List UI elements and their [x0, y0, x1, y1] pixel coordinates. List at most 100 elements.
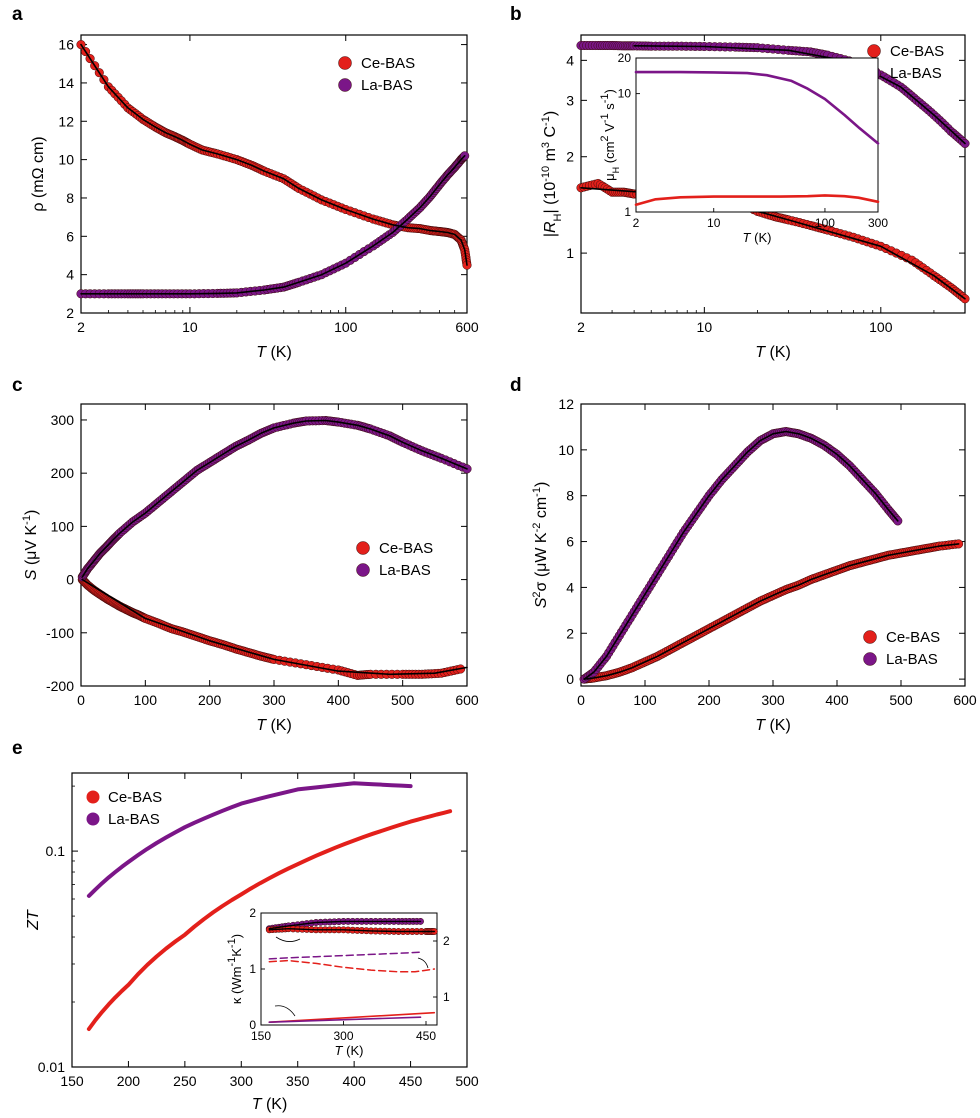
- y-tick-label: -100: [46, 625, 74, 641]
- legend-label-la: La-BAS: [890, 65, 942, 82]
- legend-label-la: La-BAS: [361, 77, 413, 94]
- inset-y-tick-label: 10: [618, 87, 632, 101]
- text-span: κ (Wm: [229, 967, 244, 1005]
- legend-label-ce: Ce-BAS: [886, 629, 940, 646]
- y-tick-label: 12: [58, 113, 74, 129]
- superscript: -1: [540, 116, 552, 126]
- y-tick-label: 0.01: [38, 1059, 65, 1075]
- panel-c: c 0 100 200 300 400 500 600 -200 -100 0 100 200 300 Ce…: [12, 375, 479, 734]
- x-tick-label: 200: [198, 692, 222, 708]
- text-span: R: [542, 221, 559, 233]
- text-span: S: [23, 569, 40, 580]
- inset-y-tick-label: 1: [249, 962, 256, 976]
- y-tick-label: 10: [58, 152, 74, 168]
- x-tick-label: 300: [230, 1073, 254, 1089]
- inset-y-tick-label: 2: [249, 906, 256, 920]
- x-axis-var: T: [256, 717, 267, 734]
- panel-d: d 0 100 200 300 400 500 600 0 2 4 6 8 10 12 Ce-BAS La-BA…: [510, 375, 977, 734]
- text-span: T: [743, 230, 752, 245]
- y-tick-label: 2: [66, 305, 74, 321]
- y-tick-label: 0: [566, 671, 574, 687]
- y-tick-label: 10: [558, 442, 574, 458]
- y-tick-label: -200: [46, 678, 74, 694]
- x-tick-label: 0: [577, 692, 585, 708]
- x-tick-label: 100: [134, 692, 158, 708]
- text-span: K: [229, 948, 244, 957]
- inset-y-tick-label: 0: [249, 1018, 256, 1032]
- arrow-icon: [275, 936, 301, 942]
- x-axis-label: T (K): [755, 344, 791, 361]
- x-tick-label: 10: [697, 319, 713, 335]
- legend-label-ce: Ce-BAS: [379, 540, 433, 557]
- plot-frame: [80, 34, 468, 314]
- ce-fit: [80, 43, 468, 266]
- inset-x-tick-label: 2: [633, 216, 640, 230]
- x-tick-label: 600: [953, 692, 977, 708]
- panel-label: e: [12, 738, 23, 759]
- legend-marker-ce: [338, 56, 352, 70]
- text-span: V: [602, 123, 617, 136]
- x-tick-label: 400: [825, 692, 849, 708]
- text-span: m: [542, 148, 559, 166]
- y-tick-label: 0: [66, 572, 74, 588]
- x-axis-unit: (K): [765, 717, 791, 734]
- legend-label-la: La-BAS: [886, 651, 938, 668]
- plot-frame: [71, 772, 468, 1068]
- legend-marker-la: [338, 78, 352, 92]
- inset-y-axis-label: μH (cm2 V-1 s-1): [599, 89, 621, 181]
- x-tick-label: 500: [391, 692, 415, 708]
- inset-x-tick-label: 100: [815, 216, 835, 230]
- y-axis-label: ZT: [25, 909, 42, 931]
- inset-x-axis-label: T (K): [743, 230, 772, 245]
- y-tick-label: 200: [51, 465, 75, 481]
- x-axis-var: T: [755, 344, 766, 361]
- y-tick-label: 14: [58, 75, 74, 91]
- la-fit: [80, 155, 466, 295]
- x-tick-label: 600: [455, 692, 479, 708]
- la-fit: [81, 419, 468, 578]
- x-tick-label: 100: [869, 319, 893, 335]
- x-tick-label: 250: [173, 1073, 197, 1089]
- legend-label-ce: Ce-BAS: [361, 55, 415, 72]
- x-tick-label: 300: [761, 692, 785, 708]
- x-tick-label: 200: [697, 692, 721, 708]
- legend-label-la: La-BAS: [108, 811, 160, 828]
- inset-y-tick-label: 1: [624, 205, 631, 219]
- legend-marker-la: [356, 563, 370, 577]
- x-axis-var: T: [256, 344, 267, 361]
- x-axis-label: T (K): [256, 717, 292, 734]
- x-axis-var: T: [252, 1096, 263, 1113]
- legend-label-ce: Ce-BAS: [108, 789, 162, 806]
- superscript: 3: [540, 142, 552, 148]
- subscript: H: [611, 167, 621, 174]
- y-tick-label: 8: [566, 488, 574, 504]
- x-tick-label: 0: [77, 692, 85, 708]
- x-tick-label: 100: [633, 692, 657, 708]
- panel-label: a: [12, 4, 23, 25]
- x-axis-label: T (K): [256, 344, 292, 361]
- inset-right-tick-label: 1: [443, 990, 450, 1004]
- legend-marker-ce: [86, 790, 100, 804]
- x-axis-unit: (K): [266, 344, 292, 361]
- legend-marker-ce: [863, 630, 877, 644]
- plot-frame: [580, 34, 966, 314]
- superscript: 2: [531, 591, 543, 597]
- panel-a: a 2 10 100 600 2 4 6 8 10 12 14 16 Ce-BAS La-BAS T (K) ρ…: [12, 4, 479, 361]
- x-tick-label: 600: [455, 319, 479, 335]
- inset-la-electronic: [268, 1016, 422, 1023]
- panel-label: d: [510, 375, 522, 396]
- x-tick-label: 150: [60, 1073, 84, 1089]
- x-tick-label: 2: [577, 319, 585, 335]
- legend-label-la: La-BAS: [379, 562, 431, 579]
- inset-ce-line: [634, 194, 880, 207]
- x-tick-label: 2: [77, 319, 85, 335]
- y-tick-label: 100: [51, 518, 75, 534]
- ce-fit: [81, 578, 468, 676]
- ce-fit: [583, 543, 960, 680]
- x-tick-label: 300: [262, 692, 286, 708]
- y-tick-label: 4: [566, 52, 574, 68]
